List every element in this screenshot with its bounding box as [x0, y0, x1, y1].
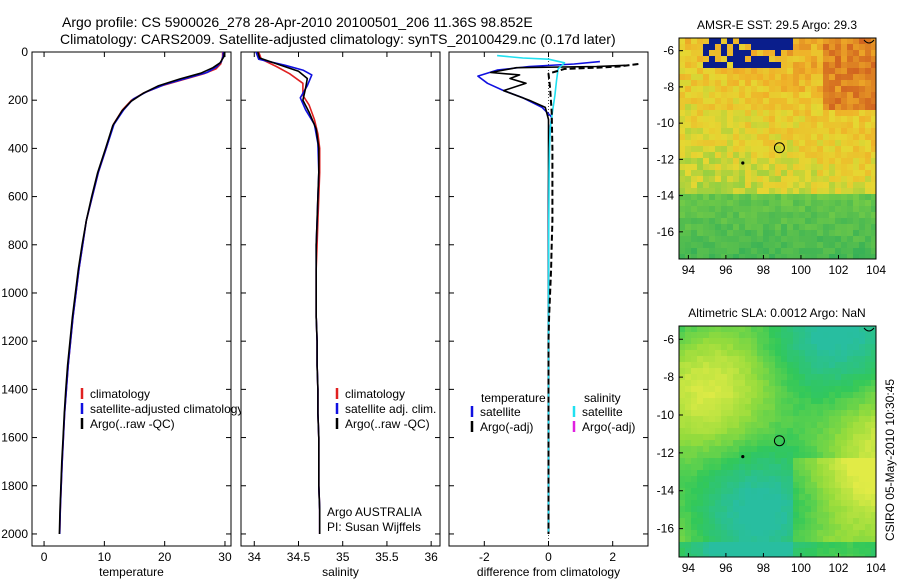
legend-group-title: temperature — [481, 391, 546, 405]
map-y-tick-label: -12 — [657, 446, 675, 460]
figure-title-line2: Climatology: CARS2009. Satellite-adjuste… — [60, 31, 616, 47]
profile-location-marker — [773, 435, 785, 447]
profile-plots: 0 10 20 30temperature0200400600800100012001… — [1, 45, 649, 579]
x-tick-label: 20 — [158, 550, 172, 564]
profile-panel-1: 0 10 20 30 temperature 0 200 400 600 800 1000 1200 1… — [1, 45, 243, 579]
map2-title: Altimetric SLA: 0.0012 Argo: NaN — [688, 306, 865, 320]
map-y-tick-label: -10 — [657, 408, 675, 422]
plot-frame — [240, 51, 441, 547]
y-tick-label: 1800 — [1, 479, 28, 493]
map-panel-2: 94 96 98 100 102 104 -6 -8 -10 -12 -14 -16 — [657, 325, 886, 575]
map-x-tick-label: 102 — [828, 263, 848, 277]
series-line-4 — [547, 63, 639, 534]
map1-title: AMSR-E SST: 29.5 Argo: 29.3 — [697, 18, 857, 32]
legend-label: satellite-adjusted climatology — [90, 402, 243, 416]
y-tick-label: 0 — [21, 45, 28, 59]
y-tick-label: 200 — [8, 93, 28, 107]
y-tick-label: 1000 — [1, 286, 28, 300]
y-tick-label: 1400 — [1, 382, 28, 396]
series-group — [255, 51, 321, 534]
y-tick-label: 800 — [8, 238, 28, 252]
y-tick-label: 400 — [8, 141, 28, 155]
x-tick-label: 35.5 — [375, 550, 399, 564]
coastline-fragment — [863, 327, 875, 332]
map-y-tick-label: -14 — [657, 484, 675, 498]
map-y-tick-label: -16 — [657, 225, 675, 239]
track-point-marker — [741, 455, 745, 459]
legend-label: Argo(..raw -QC) — [90, 417, 175, 431]
legend-label: Argo(-adj) — [480, 420, 533, 434]
map-y-tick-label: -12 — [657, 152, 675, 166]
map-panel-1: 94 96 98 100 102 104 -6 -8 -10 -12 -14 -16 — [657, 37, 886, 277]
series-line-2 — [489, 64, 626, 534]
legend-label: satellite — [480, 405, 521, 419]
map-x-tick-label: 100 — [791, 263, 811, 277]
map-x-tick-label: 100 — [791, 561, 811, 575]
coastline-fragment — [863, 39, 875, 44]
legend: temperaturesatelliteArgo(-adj)salinitysa… — [470, 391, 635, 434]
map-x-tick-label: 104 — [866, 263, 886, 277]
y-tick-label: 1600 — [1, 431, 28, 445]
y-tick-label: 2000 — [1, 527, 28, 541]
panel-annotation: Argo AUSTRALIA — [327, 505, 422, 519]
x-tick-label: 35 — [336, 550, 350, 564]
map-x-tick-label: 94 — [682, 263, 696, 277]
x-tick-label: 30 — [218, 550, 232, 564]
map-y-tick-label: -8 — [663, 370, 674, 384]
track-point-marker — [741, 161, 745, 165]
x-tick-label: 0 — [545, 550, 552, 564]
x-tick-label: -2 — [479, 550, 490, 564]
x-tick-label: 34 — [248, 550, 262, 564]
map-y-tick-label: -14 — [657, 189, 675, 203]
sst-field — [679, 38, 876, 259]
figure-title-line1: Argo profile: CS 5900026_278 28-Apr-2010… — [62, 14, 533, 30]
map-x-tick-label: 104 — [866, 561, 886, 575]
map-y-tick-label: -8 — [663, 80, 674, 94]
series-line-3 — [257, 51, 321, 534]
sla-field — [679, 326, 876, 557]
map-x-tick-label: 98 — [757, 561, 771, 575]
profile-panel-2: 34 34.5 35 35.5 36 salinity climatologysatelli… — [240, 51, 441, 579]
map-y-tick-label: -6 — [663, 332, 674, 346]
y-tick-label: 600 — [8, 190, 28, 204]
map-y-tick-label: -6 — [663, 44, 674, 58]
map-frame — [678, 325, 877, 558]
legend-label: climatology — [90, 387, 150, 401]
legend-group-title: salinity — [584, 391, 621, 405]
series-group — [58, 51, 226, 535]
map-y-tick-label: -16 — [657, 522, 675, 536]
satellite-maps: 94 96 98 100 102 104 -6 -8 -10 -12 -14 -16 94 96 98 100… — [657, 37, 886, 575]
x-tick-label: 2 — [609, 550, 616, 564]
map-x-tick-label: 94 — [682, 561, 696, 575]
series-line-3 — [58, 51, 226, 535]
map-frame — [678, 37, 877, 260]
y-tick-label: 1200 — [1, 334, 28, 348]
x-tick-label: 10 — [98, 550, 112, 564]
legend-label: satellite — [582, 405, 623, 419]
x-tick-label: 36 — [424, 550, 438, 564]
csiro-timestamp: CSIRO 05-May-2010 10:30:45 — [883, 379, 897, 541]
profile-location-marker — [773, 142, 785, 154]
legend-label: Argo(-adj) — [582, 420, 635, 434]
map-x-tick-label: 96 — [719, 561, 733, 575]
x-axis-label: difference from climatology — [477, 565, 620, 579]
x-tick-label: 34.5 — [287, 550, 311, 564]
x-axis-label: temperature — [99, 565, 164, 579]
map-x-tick-label: 98 — [757, 263, 771, 277]
map-x-tick-label: 96 — [719, 263, 733, 277]
series-group — [477, 54, 639, 534]
x-tick-label: 0 — [41, 550, 48, 564]
legend-label: satellite adj. clim. — [345, 402, 436, 416]
legend-label: climatology — [345, 387, 405, 401]
panel-annotation: PI: Susan Wijffels — [327, 520, 421, 534]
legend-label: Argo(..raw -QC) — [345, 417, 430, 431]
plot-frame — [31, 51, 232, 547]
map-y-tick-label: -10 — [657, 116, 675, 130]
map-x-tick-label: 102 — [828, 561, 848, 575]
x-axis-label: salinity — [322, 565, 359, 579]
